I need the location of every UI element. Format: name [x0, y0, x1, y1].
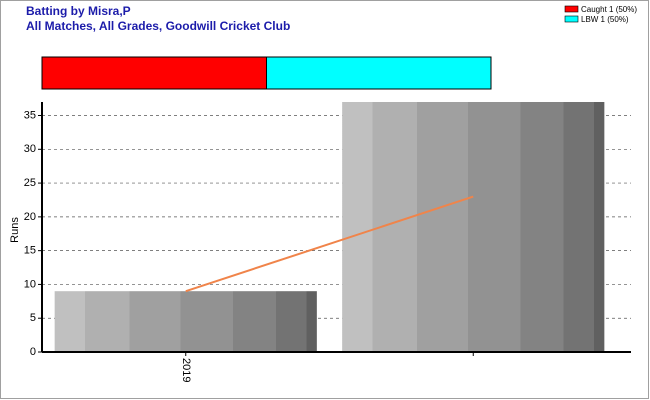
chart-subtitle: All Matches, All Grades, Goodwill Cricke…: [26, 19, 290, 33]
legend-swatch: [564, 5, 579, 13]
y-tick-label: 25: [24, 177, 36, 189]
y-tick-label: 10: [24, 278, 36, 290]
x-tick-label: 2019: [180, 358, 192, 382]
bar: [54, 291, 317, 352]
y-tick-label: 35: [24, 109, 36, 121]
trend-line: [185, 195, 474, 293]
breakdown-segment: [41, 56, 267, 90]
breakdown-segment: [266, 56, 492, 90]
y-tick-label: 0: [30, 346, 36, 358]
legend-label: Caught 1 (50%): [581, 5, 637, 14]
chart-title: Batting by Misra,P: [26, 4, 131, 18]
y-tick-label: 5: [30, 312, 36, 324]
legend-swatch: [564, 15, 579, 23]
y-tick-label: 20: [24, 211, 36, 223]
y-tick-label: 15: [24, 245, 36, 257]
bar: [342, 102, 605, 352]
y-axis-label: Runs: [9, 217, 21, 243]
legend-label: LBW 1 (50%): [581, 15, 629, 24]
y-tick-label: 30: [24, 143, 36, 155]
